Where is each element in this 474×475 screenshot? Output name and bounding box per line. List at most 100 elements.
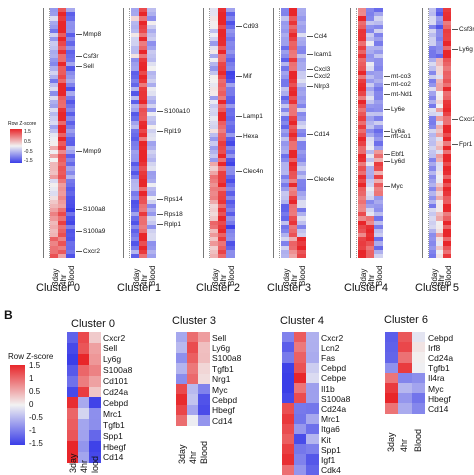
heatmap-cell	[226, 28, 235, 34]
heatmap-cell	[226, 224, 235, 230]
heatmap-cell	[198, 352, 210, 364]
heatmap-cell	[210, 33, 219, 38]
heatmap-cell	[297, 224, 306, 230]
heatmap-cell	[131, 70, 140, 76]
heatmap-cell	[218, 145, 227, 151]
heatmap-cell	[436, 249, 444, 255]
heatmap-cell	[297, 112, 306, 117]
heatmap-cell	[187, 394, 199, 406]
heatmap-cell	[297, 53, 306, 59]
heatmap-cell	[366, 95, 375, 101]
heatmap-cell	[66, 83, 75, 88]
heatmap-cell	[358, 133, 367, 138]
heatmap-cell	[58, 37, 67, 42]
heatmap-cell	[147, 8, 156, 13]
heatmap-cell	[147, 120, 156, 126]
heatmap-cell	[366, 24, 375, 30]
heatmap-cell	[66, 145, 75, 151]
heatmap-cell	[282, 393, 295, 404]
heatmap-cell	[89, 375, 101, 387]
heatmap-cell	[187, 363, 199, 375]
heatmap-cell	[306, 383, 319, 394]
heatmap-cell	[66, 191, 75, 196]
heatmap-cell	[374, 228, 383, 234]
heatmap-cell	[374, 16, 383, 21]
heatmap-cell	[226, 103, 235, 109]
heatmap-cell	[297, 149, 306, 155]
heatmap-cell	[358, 166, 367, 171]
heatmap-cell	[218, 99, 227, 105]
heatmap-cell	[281, 199, 290, 205]
heatmap-cell	[281, 253, 290, 259]
heatmap-cell	[58, 199, 67, 205]
heatmap-cell	[66, 141, 75, 146]
heatmap-cell	[198, 342, 210, 354]
heatmap-cell	[218, 166, 227, 171]
heatmap-cell	[147, 191, 156, 196]
heatmap-cell	[443, 87, 451, 92]
heatmap-cell	[294, 332, 307, 343]
heatmap-cell	[429, 83, 437, 88]
heatmap-cell	[187, 342, 199, 354]
heatmap-cell	[374, 124, 383, 130]
heatmap-cell	[281, 49, 290, 55]
heatmap-cell	[50, 133, 59, 138]
heatmap-cell	[282, 413, 295, 425]
heatmap-cell	[436, 191, 444, 196]
heatmap-cell	[176, 404, 188, 416]
heatmap-cell	[411, 383, 426, 394]
heatmap-cell	[58, 8, 67, 13]
heatmap-cell	[297, 87, 306, 92]
heatmap-cell	[436, 37, 444, 42]
heatmap-cell	[443, 158, 451, 163]
heatmap-cell	[436, 74, 444, 80]
heatmap-cell	[398, 393, 413, 404]
heatmap-cell	[436, 141, 444, 146]
heatmap-cell	[358, 108, 367, 113]
heatmap-cell	[147, 37, 156, 42]
heatmap-cell	[374, 83, 383, 88]
legend-b-tick: 0	[29, 400, 34, 409]
heatmap-cell	[294, 372, 307, 384]
heatmap-cell	[89, 408, 101, 420]
heatmap-cell	[443, 183, 451, 188]
heatmap-cell	[366, 216, 375, 221]
heatmap-cell	[50, 103, 59, 109]
heatmap-cell	[297, 228, 306, 234]
heatmap-cell	[210, 91, 219, 96]
heatmap-cell	[139, 12, 148, 17]
heatmap-cell	[366, 128, 375, 134]
heatmap-cell	[139, 208, 148, 213]
heatmap-cell	[297, 220, 306, 226]
heatmap-cell	[297, 212, 306, 217]
heatmap-cell	[131, 8, 140, 13]
heatmap-cell	[358, 203, 367, 209]
heatmap-cell	[210, 16, 219, 21]
heatmap-cell	[147, 70, 156, 76]
heatmap-cell	[281, 37, 290, 42]
heatmap-cell	[374, 99, 383, 105]
gene-label: Myc	[384, 183, 403, 190]
heatmap-cell	[306, 372, 319, 384]
heatmap-cell	[385, 393, 399, 404]
heatmap-cell	[58, 95, 67, 101]
heatmap-cell	[198, 384, 210, 395]
heatmap-cell	[443, 91, 451, 96]
heatmap-cell	[281, 41, 290, 46]
heatmap-cell	[289, 95, 298, 101]
heatmap-cell	[210, 174, 219, 180]
heatmap-cell	[297, 216, 306, 221]
heatmap-cell	[443, 83, 451, 88]
heatmap-cell	[358, 199, 367, 205]
heatmap-cell	[374, 62, 383, 67]
heatmap-cell	[366, 170, 375, 176]
heatmap-cell	[358, 8, 367, 13]
heatmap-cell	[297, 37, 306, 42]
heatmap-cell	[139, 145, 148, 151]
heatmap-cell	[58, 166, 67, 171]
heatmap-cell	[147, 53, 156, 59]
heatmap-cell	[66, 170, 75, 176]
heatmap-cell	[289, 133, 298, 138]
heatmap-cell	[139, 83, 148, 88]
heatmap-cell	[281, 112, 290, 117]
